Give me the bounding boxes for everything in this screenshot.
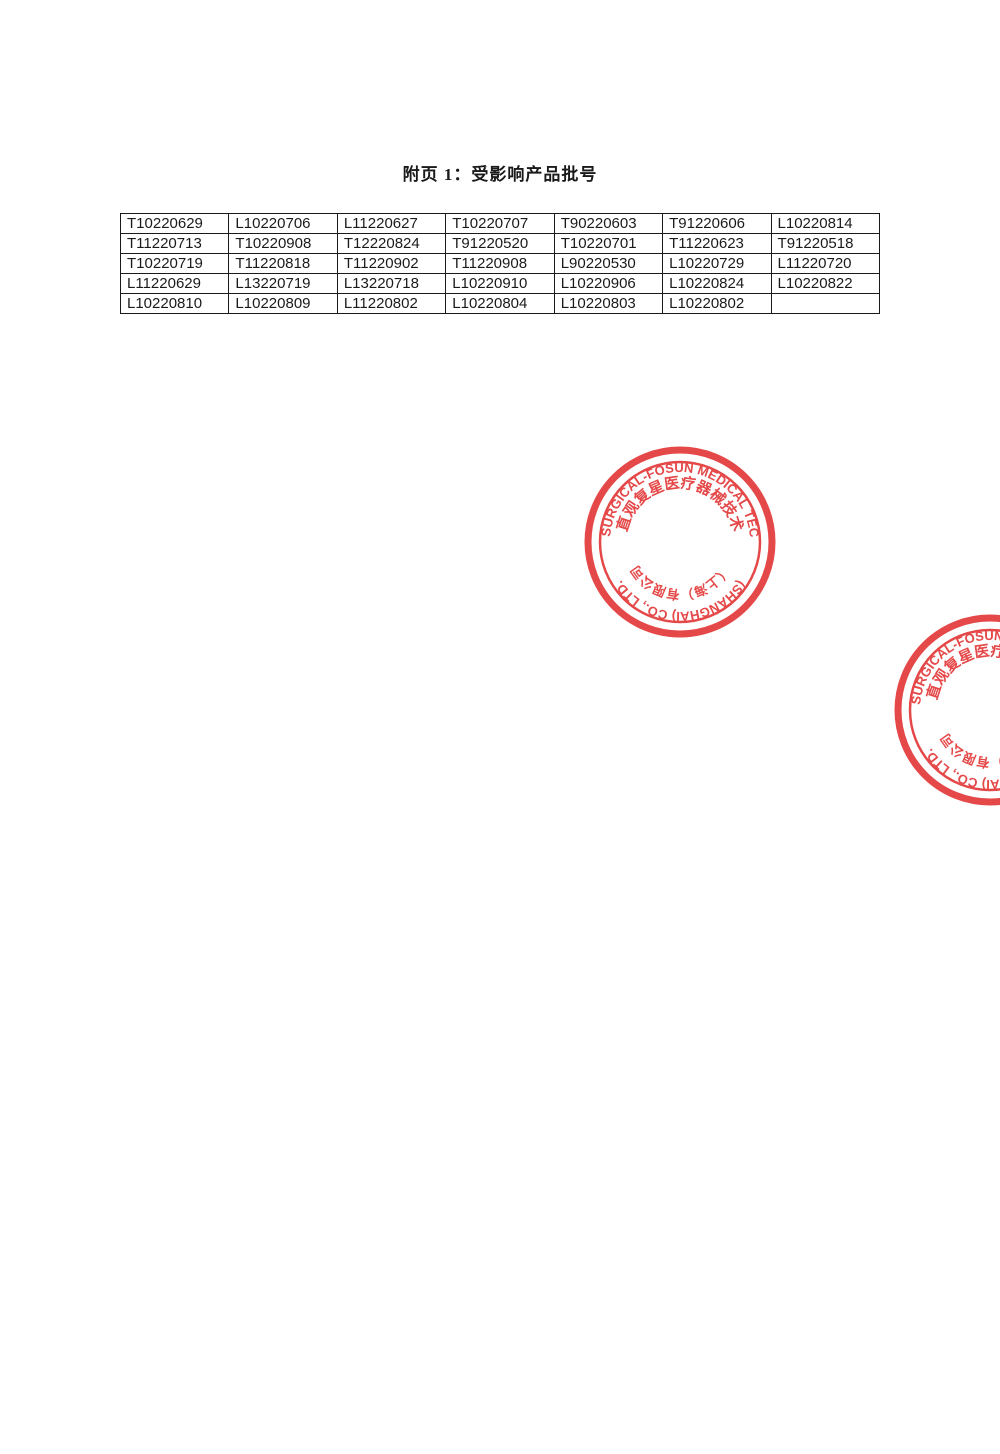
table-cell: T91220520	[446, 234, 554, 254]
table-row: L10220810 L10220809 L11220802 L10220804 …	[121, 294, 880, 314]
table-cell: T91220518	[771, 234, 879, 254]
table-cell: L11220627	[337, 214, 445, 234]
table-cell: L10220809	[229, 294, 337, 314]
table-cell: T10220701	[554, 234, 662, 254]
svg-text:（上海）有限公司: （上海）有限公司	[627, 563, 732, 602]
page-title: 附页 1：受影响产品批号	[0, 160, 1000, 185]
batch-number-table: T10220629 L10220706 L11220627 T10220707 …	[120, 213, 880, 314]
table-cell: L10220810	[121, 294, 229, 314]
table-cell	[771, 294, 879, 314]
table-row: T10220719 T11220818 T11220902 T11220908 …	[121, 254, 880, 274]
table-cell: L10220822	[771, 274, 879, 294]
table-cell: L10220729	[663, 254, 771, 274]
company-stamp-icon: INTUITIVE SURGICAL-FOSUN MEDICAL TECHNOL…	[580, 442, 780, 642]
table-cell: L10220824	[663, 274, 771, 294]
table-cell: L10220804	[446, 294, 554, 314]
table-cell: T11220908	[446, 254, 554, 274]
table-cell: L10220910	[446, 274, 554, 294]
table-cell: L10220814	[771, 214, 879, 234]
table-row: L11220629 L13220719 L13220718 L10220910 …	[121, 274, 880, 294]
table-cell: L11220629	[121, 274, 229, 294]
table-cell: L90220530	[554, 254, 662, 274]
table-cell: T11220902	[337, 254, 445, 274]
table-cell: T11220713	[121, 234, 229, 254]
table-cell: L10220906	[554, 274, 662, 294]
table-cell: T11220818	[229, 254, 337, 274]
table-body: T10220629 L10220706 L11220627 T10220707 …	[121, 214, 880, 314]
table-cell: L10220802	[663, 294, 771, 314]
table-cell: T90220603	[554, 214, 662, 234]
table-row: T11220713 T10220908 T12220824 T91220520 …	[121, 234, 880, 254]
table-cell: L11220802	[337, 294, 445, 314]
table-cell: T10220629	[121, 214, 229, 234]
table-cell: L10220706	[229, 214, 337, 234]
table-cell: T12220824	[337, 234, 445, 254]
company-stamp-partial-icon: INTUITIVE SURGICAL-FOSUN MEDICAL TECHNOL…	[890, 610, 1000, 810]
table-cell: L13220719	[229, 274, 337, 294]
table-cell: T10220707	[446, 214, 554, 234]
table-cell: L10220803	[554, 294, 662, 314]
table-cell: L13220718	[337, 274, 445, 294]
table-cell: T11220623	[663, 234, 771, 254]
table-row: T10220629 L10220706 L11220627 T10220707 …	[121, 214, 880, 234]
table-cell: T91220606	[663, 214, 771, 234]
table-cell: L11220720	[771, 254, 879, 274]
table-cell: T10220908	[229, 234, 337, 254]
table-cell: T10220719	[121, 254, 229, 274]
